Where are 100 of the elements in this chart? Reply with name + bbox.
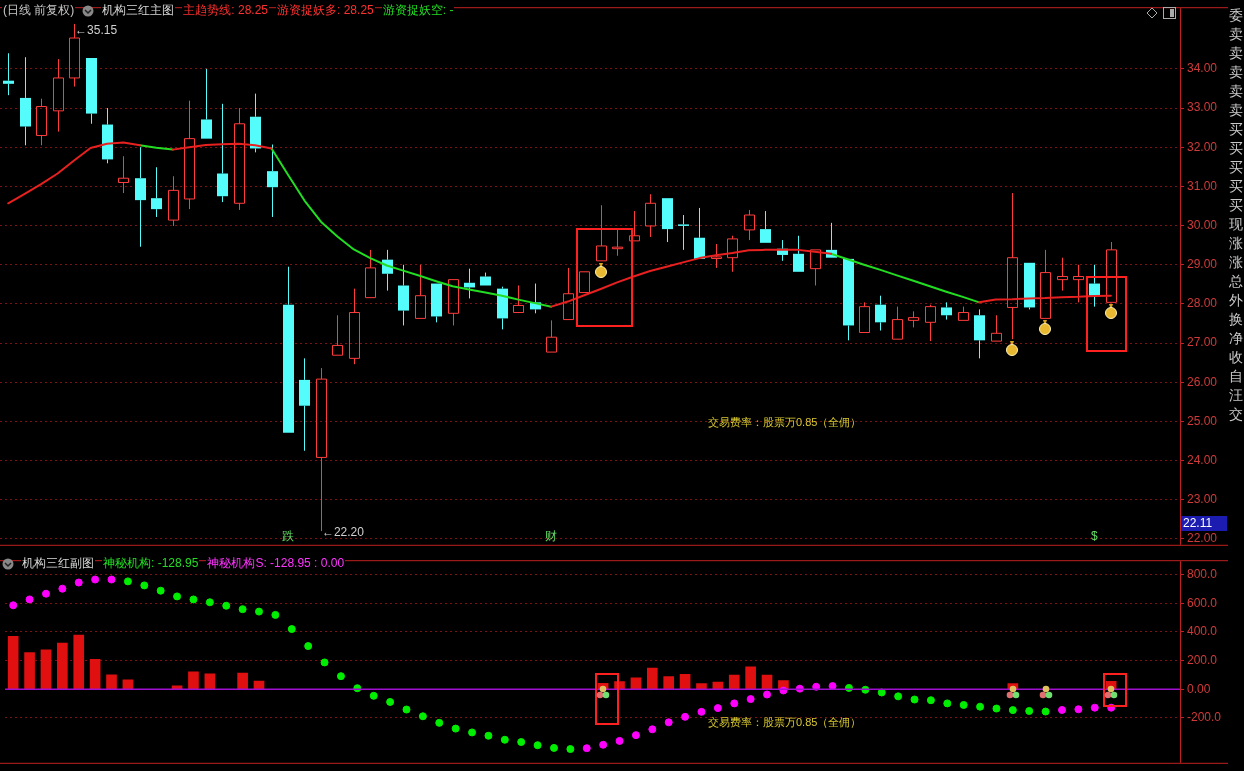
point xyxy=(41,589,50,598)
bar xyxy=(106,674,117,690)
bar xyxy=(40,649,52,690)
candlestick xyxy=(234,107,245,211)
point xyxy=(369,691,378,700)
y-tick-label: 26.00 xyxy=(1187,374,1218,389)
candlestick xyxy=(596,204,607,262)
point xyxy=(386,697,395,706)
point xyxy=(549,743,558,752)
annotation: 神秘机构S: -128.95 : 0.00 xyxy=(206,555,346,572)
point xyxy=(123,577,132,586)
candlestick xyxy=(1007,192,1018,340)
bar xyxy=(7,636,19,690)
candlestick xyxy=(711,243,722,269)
candlestick xyxy=(991,314,1002,342)
bar xyxy=(57,642,68,690)
point xyxy=(320,658,329,667)
candlestick xyxy=(612,229,623,257)
x-tick-label: 财 xyxy=(545,529,558,544)
candlestick xyxy=(1089,264,1100,308)
point xyxy=(156,586,165,595)
candlestick xyxy=(184,100,195,210)
bar xyxy=(745,666,756,690)
candlestick xyxy=(546,319,557,353)
y-tick-label: 32.00 xyxy=(1187,139,1218,154)
point xyxy=(451,724,460,733)
point xyxy=(664,718,673,727)
point xyxy=(1008,706,1017,715)
point xyxy=(1025,706,1034,715)
y-tick-label: 25.00 xyxy=(1187,413,1218,428)
candlestick xyxy=(843,258,854,341)
candlestick xyxy=(250,93,261,153)
candlestick xyxy=(201,68,212,139)
point xyxy=(304,642,313,651)
annotation: 主趋势线: 28.25 xyxy=(182,2,270,19)
candlestick xyxy=(810,249,821,287)
candlestick xyxy=(760,210,771,243)
candlestick xyxy=(118,155,129,194)
bar xyxy=(663,676,675,690)
y-tick-label: 0.00 xyxy=(1187,681,1211,696)
candlestick xyxy=(908,310,919,328)
point xyxy=(173,592,182,601)
candlestick xyxy=(694,207,705,259)
point xyxy=(959,700,968,709)
y-tick-label: 31.00 xyxy=(1187,178,1218,193)
point xyxy=(631,731,640,740)
point xyxy=(713,704,722,713)
annotation: 游资捉妖空: - xyxy=(381,2,455,19)
point xyxy=(648,725,657,734)
text: 委卖卖卖卖卖买买买买买现涨涨总外换净收自汪交 xyxy=(1229,7,1243,422)
point xyxy=(402,705,411,714)
x-tick-label: 跌 xyxy=(282,529,295,544)
y-tick-label: 28.00 xyxy=(1187,296,1218,311)
point xyxy=(533,741,542,750)
candlestick xyxy=(151,166,162,218)
candlestick xyxy=(365,249,376,299)
candlestick xyxy=(892,306,903,340)
point xyxy=(681,712,690,721)
candlestick xyxy=(135,146,146,248)
point xyxy=(25,595,34,604)
point xyxy=(517,738,526,747)
candlestick xyxy=(925,304,936,342)
bar xyxy=(237,672,248,690)
candlestick xyxy=(349,288,360,365)
candlestick xyxy=(168,175,179,227)
point xyxy=(484,731,493,740)
y-tick-label: -200.0 xyxy=(1187,710,1222,725)
y-tick-label: 30.00 xyxy=(1187,217,1218,232)
point xyxy=(992,704,1001,713)
point xyxy=(746,695,755,704)
point xyxy=(599,740,608,749)
x-tick-label: $ xyxy=(1091,529,1099,544)
point xyxy=(1041,707,1050,716)
bar xyxy=(728,674,740,690)
point xyxy=(9,601,18,610)
candlestick xyxy=(20,56,31,146)
candlestick xyxy=(415,264,426,319)
candlestick xyxy=(332,314,343,356)
y-tick-label: 29.00 xyxy=(1187,257,1218,272)
candlestick xyxy=(86,57,97,125)
y-tick-label: 400.0 xyxy=(1187,624,1218,639)
candlestick xyxy=(398,264,409,326)
y-tick-label: 24.00 xyxy=(1187,452,1218,467)
point xyxy=(615,736,624,745)
point xyxy=(271,610,280,619)
bar xyxy=(24,652,35,690)
point xyxy=(107,575,116,584)
point xyxy=(976,702,985,711)
point xyxy=(566,745,575,754)
candlestick xyxy=(283,266,294,433)
point xyxy=(287,625,296,634)
y-tick-label: 22.00 xyxy=(1187,531,1218,546)
chart-title: 机构三红主图 xyxy=(101,2,176,19)
point xyxy=(926,696,935,705)
candlestick xyxy=(267,144,278,218)
candlestick xyxy=(875,295,886,332)
candlestick xyxy=(974,308,985,359)
candlestick xyxy=(727,235,738,273)
point xyxy=(582,744,591,753)
candlestick xyxy=(793,235,804,272)
